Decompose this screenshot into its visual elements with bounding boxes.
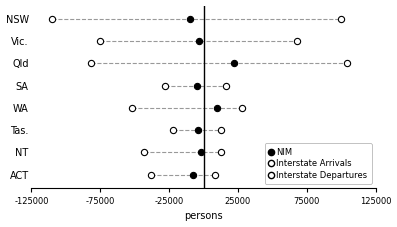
X-axis label: persons: persons [184,211,223,222]
Legend: NIM, Interstate Arrivals, Interstate Departures: NIM, Interstate Arrivals, Interstate Dep… [264,143,372,184]
